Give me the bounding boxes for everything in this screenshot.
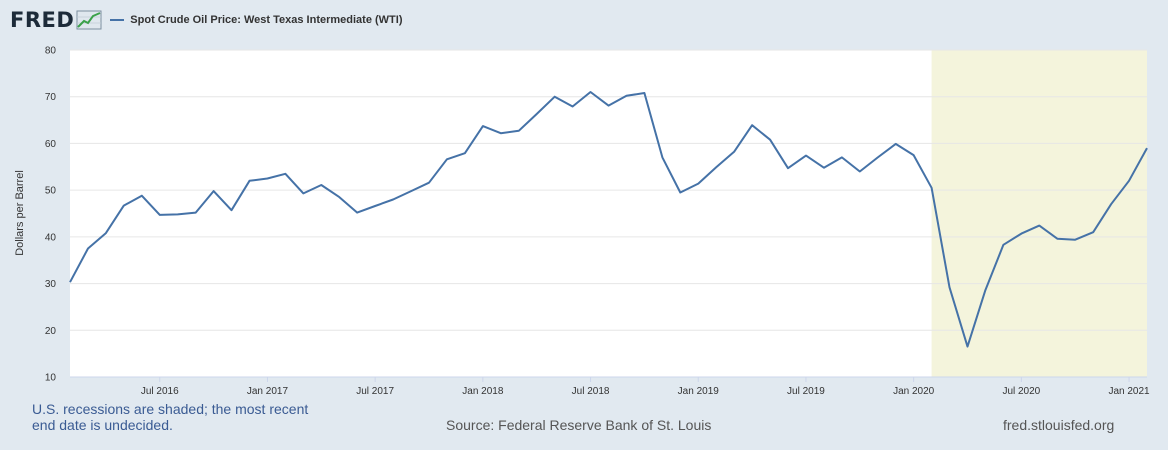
data-point [769, 139, 771, 141]
data-point [266, 177, 268, 179]
x-tick-label: Jul 2016 [141, 386, 179, 397]
recession-shading [931, 50, 1147, 377]
data-point [249, 180, 251, 182]
data-point [1128, 180, 1130, 182]
legend-swatch [110, 19, 125, 21]
y-tick-label: 20 [45, 326, 57, 337]
x-tick-label: Jul 2017 [356, 386, 394, 397]
data-point [625, 95, 627, 97]
data-point [1092, 231, 1094, 233]
y-tick-label: 60 [45, 139, 57, 150]
recession-shading-layer [931, 50, 1147, 377]
y-tick-label: 10 [45, 373, 57, 384]
data-point [159, 214, 161, 216]
y-tick-label: 50 [45, 186, 57, 197]
x-tick-label: Jan 2021 [1108, 386, 1150, 397]
data-point [608, 105, 610, 107]
y-axis-ticks: 10 20 30 40 50 60 70 80 [45, 46, 57, 384]
data-point [1002, 244, 1004, 246]
data-point [410, 190, 412, 192]
data-point [69, 281, 71, 283]
data-point [572, 106, 574, 108]
data-point [859, 170, 861, 172]
x-tick-label: Jan 2019 [678, 386, 720, 397]
data-point [446, 158, 448, 160]
data-point [1146, 147, 1148, 149]
x-tick-label: Jan 2018 [462, 386, 504, 397]
data-point [141, 195, 143, 197]
data-point [464, 152, 466, 154]
chart-line-icon [76, 10, 102, 30]
data-point [428, 182, 430, 184]
data-point [679, 191, 681, 193]
data-point [697, 183, 699, 185]
data-point [302, 192, 304, 194]
x-tick-label: Jul 2018 [572, 386, 610, 397]
data-point [123, 205, 125, 207]
data-point [895, 143, 897, 145]
data-point [1020, 233, 1022, 235]
x-tick-label: Jul 2019 [787, 386, 825, 397]
data-point [87, 248, 89, 250]
data-point [823, 167, 825, 169]
y-tick-label: 70 [45, 92, 57, 103]
x-tick-label: Jul 2020 [1002, 386, 1040, 397]
data-point [805, 155, 807, 157]
y-axis-label: Dollars per Barrel [14, 170, 26, 256]
data-point [877, 156, 879, 158]
source-text: Source: Federal Reserve Bank of St. Loui… [446, 417, 712, 433]
site-link[interactable]: fred.stlouisfed.org [1003, 417, 1115, 433]
data-point [554, 96, 556, 98]
data-point [482, 125, 484, 127]
series-layer [69, 91, 1148, 348]
data-point [841, 156, 843, 158]
data-point [967, 346, 969, 348]
data-point [1056, 238, 1058, 240]
data-point [949, 286, 951, 288]
y-tick-label: 30 [45, 279, 57, 290]
data-point [661, 156, 663, 158]
data-point [1038, 225, 1040, 227]
data-point [913, 154, 915, 156]
x-tick-label: Jan 2017 [247, 386, 289, 397]
data-point [715, 166, 717, 168]
data-point [1074, 239, 1076, 241]
recession-note: U.S. recessions are shaded; the most rec… [32, 401, 309, 433]
chart-legend[interactable]: Spot Crude Oil Price: West Texas Interme… [110, 14, 403, 26]
data-point [320, 184, 322, 186]
data-point [500, 132, 502, 134]
data-point [984, 289, 986, 291]
data-point [787, 167, 789, 169]
data-point [1110, 203, 1112, 205]
header: FRED Spot Crude Oil Price: West Texas In… [10, 6, 403, 34]
data-point [590, 91, 592, 93]
data-point [392, 198, 394, 200]
x-axis-ticks: Jul 2016 Jan 2017 Jul 2017 Jan 2018 Jul 2018… [70, 376, 1150, 397]
data-point [213, 190, 215, 192]
legend-label: Spot Crude Oil Price: West Texas Interme… [130, 14, 403, 26]
data-point [518, 130, 520, 132]
fred-logo[interactable]: FRED [10, 8, 102, 32]
data-point [643, 92, 645, 94]
data-point [284, 173, 286, 175]
data-point [356, 212, 358, 214]
data-point [195, 212, 197, 214]
data-point [374, 205, 376, 207]
logo-text: FRED [10, 8, 75, 32]
x-tick-label: Jan 2020 [893, 386, 935, 397]
series-line [69, 91, 1148, 348]
data-point [751, 124, 753, 126]
y-tick-label: 80 [45, 46, 57, 57]
data-point [931, 187, 933, 189]
data-point [733, 151, 735, 153]
y-tick-label: 40 [45, 232, 57, 243]
data-point [536, 113, 538, 115]
data-point [177, 213, 179, 215]
data-point [105, 232, 107, 234]
data-point [231, 209, 233, 211]
data-point [338, 196, 340, 198]
